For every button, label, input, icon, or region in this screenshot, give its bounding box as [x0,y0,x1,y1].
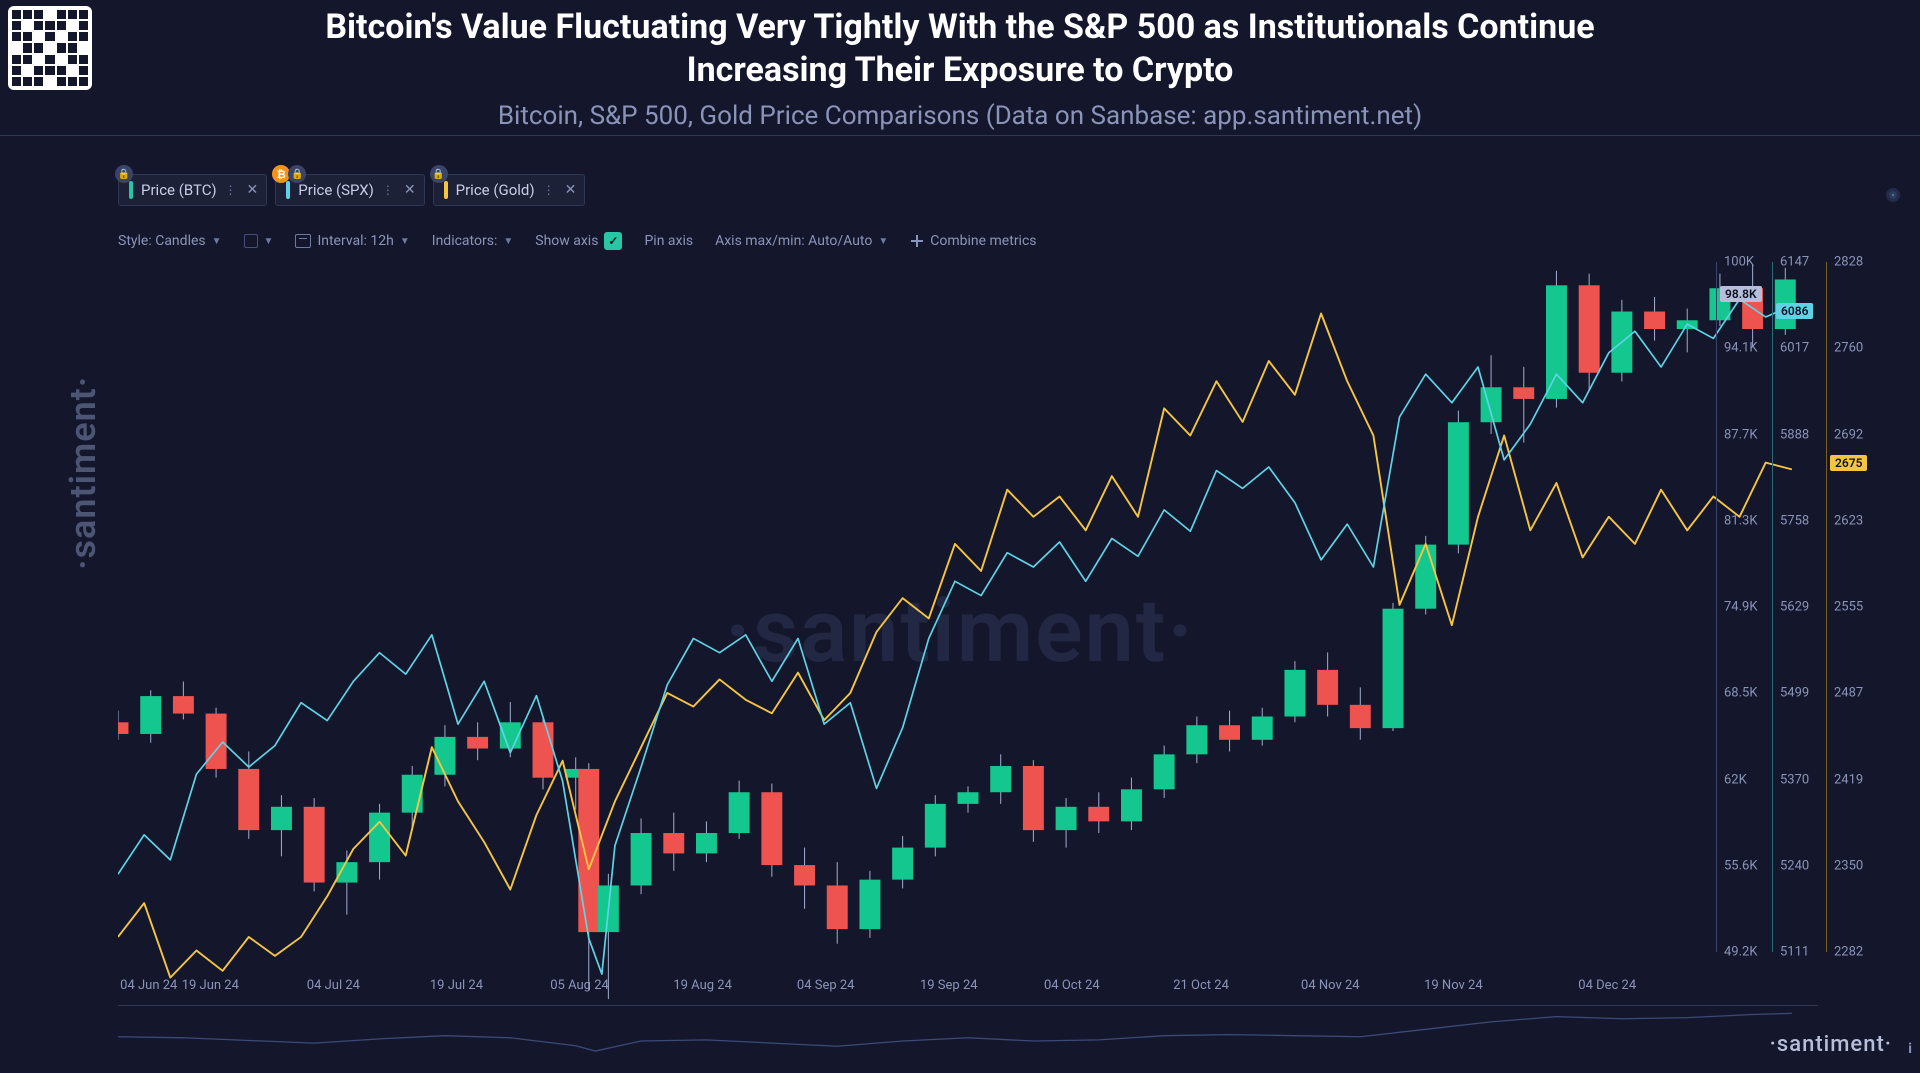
close-icon[interactable]: ✕ [247,182,259,198]
main-chart[interactable] [118,262,1818,1002]
legend-label-btc: Price (BTC) [141,181,217,199]
axis-minmax-selector[interactable]: Axis max/min: Auto/Auto▼ [715,233,888,249]
pin-axis-button[interactable]: Pin axis [644,233,693,249]
close-icon[interactable]: ✕ [404,182,416,198]
legend-color-spx [286,181,290,199]
kebab-icon[interactable]: ⋮ [382,183,396,197]
legend-label-gold: Price (Gold) [456,181,535,199]
show-axis-toggle[interactable]: Show axis✓ [535,232,622,250]
lock-icon: 🔒 [430,165,448,183]
live-indicator-icon [1886,188,1900,202]
legend-tab-gold[interactable]: 🔒 Price (Gold) ⋮ ✕ [433,174,586,206]
kebab-icon[interactable]: ⋮ [543,183,557,197]
combine-metrics-button[interactable]: Combine metrics [910,233,1036,249]
qr-code [8,6,92,90]
legend-color-btc [129,181,133,199]
info-icon[interactable]: i [1908,1041,1912,1057]
color-square[interactable]: ▼ [244,234,274,248]
legend-tab-spx[interactable]: ₿ 🔒 Price (SPX) ⋮ ✕ [275,174,424,206]
style-selector[interactable]: Style: Candles▼ [118,233,222,249]
close-icon[interactable]: ✕ [565,182,577,198]
legend-label-spx: Price (SPX) [298,181,374,199]
interval-selector[interactable]: Interval: 12h▼ [295,233,409,249]
headline-subtitle: Bitcoin, S&P 500, Gold Price Comparisons… [0,101,1920,131]
footer-brand: ·santiment· [1770,1032,1892,1057]
headline-title: Bitcoin's Value Fluctuating Very Tightly… [260,6,1660,91]
indicators-selector[interactable]: Indicators:▼ [432,233,513,249]
legend-tab-btc[interactable]: 🔒 Price (BTC) ⋮ ✕ [118,174,267,206]
interval-icon [295,234,311,248]
plus-icon [910,234,924,248]
checkmark-icon: ✓ [604,232,622,250]
legend-color-gold [444,181,448,199]
sidebar-brand-watermark: ·santiment· [62,376,104,570]
chart-toolbar: Style: Candles▼ ▼ Interval: 12h▼ Indicat… [118,232,1037,250]
minimap-chart[interactable] [118,1005,1818,1059]
series-legend: 🔒 Price (BTC) ⋮ ✕ ₿ 🔒 Price (SPX) ⋮ ✕ 🔒 … [118,174,585,206]
lock-icon: 🔒 [115,165,133,183]
kebab-icon[interactable]: ⋮ [225,183,239,197]
